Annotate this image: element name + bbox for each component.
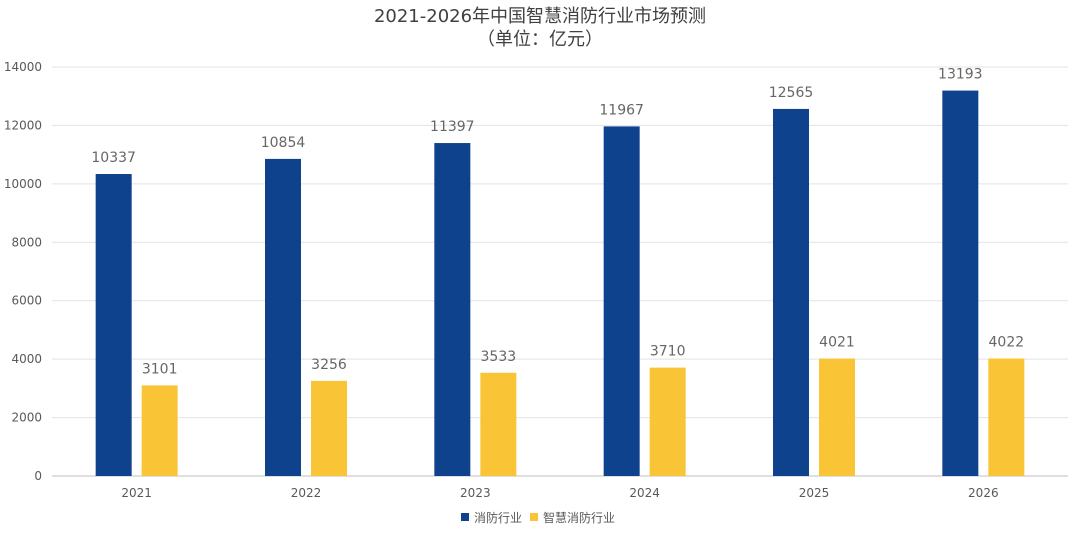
bars: 10337 3101 10854 3256 11397 3533 11967 3710 1256… [91,67,1025,477]
chart-title: 2021-2026年中国智慧消防行业市场预测 [374,6,706,27]
x-axis: 2021 2022 2023 2024 2025 2026 [121,486,998,500]
data-label: 3256 [311,357,347,373]
bar-fire-industry [95,174,132,476]
data-label: 11397 [430,119,475,135]
data-label: 11967 [599,102,644,118]
y-axis: 0 2000 4000 6000 8000 10000 12000 14000 [4,60,42,483]
y-tick-label: 0 [34,469,42,483]
legend-label: 消防行业 [474,510,522,525]
x-tick-label: 2023 [460,486,491,500]
y-tick-label: 14000 [4,60,42,74]
x-tick-label: 2022 [291,486,322,500]
x-tick-label: 2021 [121,486,152,500]
data-label: 10337 [91,150,136,166]
bar-fire-industry [265,158,301,476]
bar-smart-fire-industry [988,358,1025,476]
legend-swatch [461,513,469,521]
legend-swatch [530,513,538,521]
data-label: 13193 [938,67,983,83]
y-tick-label: 10000 [4,177,42,191]
gridlines [52,66,1068,477]
y-tick-label: 6000 [11,294,42,308]
x-tick-label: 2025 [799,486,830,500]
x-tick-label: 2024 [629,486,660,500]
bar-smart-fire-industry [311,380,347,476]
legend: 消防行业 智慧消防行业 [461,510,615,525]
bar-smart-fire-industry [480,372,517,476]
bar-fire-industry [434,143,471,476]
chart-subtitle: （单位：亿元） [477,29,603,50]
data-label: 12565 [769,85,814,101]
bar-smart-fire-industry [141,385,178,476]
bar-fire-industry [942,90,979,476]
bar-fire-industry [603,126,640,476]
data-label: 10854 [261,135,306,151]
y-tick-label: 2000 [11,411,42,425]
y-tick-label: 12000 [4,118,42,132]
bar-fire-industry [773,108,809,477]
data-label: 3101 [142,361,178,377]
y-tick-label: 4000 [11,352,42,366]
data-label: 3533 [481,349,517,365]
data-label: 3710 [650,344,686,360]
y-tick-label: 8000 [11,235,42,249]
bar-smart-fire-industry [819,358,855,476]
data-label: 4022 [989,335,1025,351]
data-label: 4021 [819,335,855,351]
x-tick-label: 2026 [968,486,999,500]
bar-smart-fire-industry [649,367,686,476]
legend-label: 智慧消防行业 [543,510,615,525]
